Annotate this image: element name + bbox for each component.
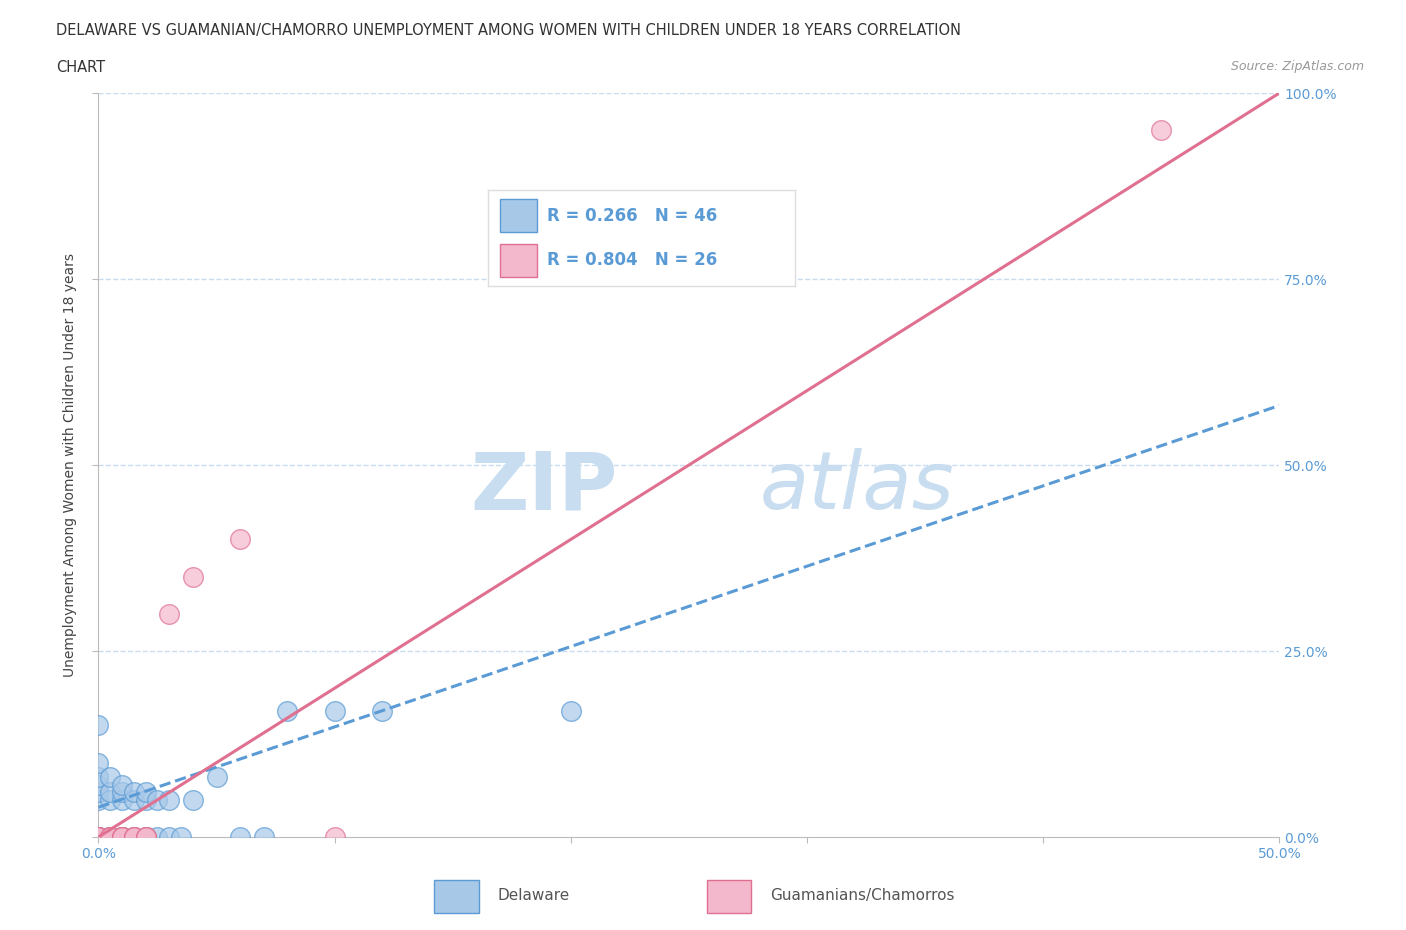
Point — [87, 830, 110, 844]
FancyBboxPatch shape — [434, 880, 479, 913]
Point — [111, 830, 134, 844]
Point — [87, 830, 110, 844]
Point — [87, 830, 110, 844]
Point — [157, 792, 180, 807]
Point — [170, 830, 193, 844]
Point — [98, 830, 121, 844]
Point — [122, 792, 145, 807]
FancyBboxPatch shape — [501, 244, 537, 277]
Point — [181, 792, 204, 807]
Text: Source: ZipAtlas.com: Source: ZipAtlas.com — [1230, 60, 1364, 73]
Point — [111, 830, 134, 844]
Point — [111, 777, 134, 792]
Point — [87, 755, 110, 770]
Text: Guamanians/Chamorros: Guamanians/Chamorros — [770, 887, 955, 903]
Point — [111, 830, 134, 844]
Point — [560, 703, 582, 718]
Text: DELAWARE VS GUAMANIAN/CHAMORRO UNEMPLOYMENT AMONG WOMEN WITH CHILDREN UNDER 18 Y: DELAWARE VS GUAMANIAN/CHAMORRO UNEMPLOYM… — [56, 23, 962, 38]
Point — [122, 785, 145, 800]
Text: atlas: atlas — [759, 448, 955, 526]
Point — [98, 830, 121, 844]
Point — [87, 830, 110, 844]
Point — [111, 792, 134, 807]
Point — [87, 830, 110, 844]
Point — [98, 830, 121, 844]
FancyBboxPatch shape — [501, 199, 537, 232]
Point — [98, 785, 121, 800]
Point — [87, 830, 110, 844]
Point — [135, 830, 157, 844]
Point — [98, 792, 121, 807]
Point — [1150, 123, 1173, 138]
Point — [146, 830, 169, 844]
Point — [87, 830, 110, 844]
Point — [87, 830, 110, 844]
Point — [98, 830, 121, 844]
Point — [87, 830, 110, 844]
Point — [253, 830, 276, 844]
Point — [122, 830, 145, 844]
Point — [87, 830, 110, 844]
Point — [87, 830, 110, 844]
Point — [87, 830, 110, 844]
Point — [122, 830, 145, 844]
Point — [111, 830, 134, 844]
Point — [135, 830, 157, 844]
Point — [135, 785, 157, 800]
Point — [98, 830, 121, 844]
Point — [229, 830, 252, 844]
Text: ZIP: ZIP — [471, 448, 619, 526]
Point — [371, 703, 394, 718]
Point — [205, 770, 228, 785]
FancyBboxPatch shape — [707, 880, 751, 913]
Text: Delaware: Delaware — [498, 887, 569, 903]
Point — [135, 830, 157, 844]
Point — [122, 830, 145, 844]
Point — [87, 830, 110, 844]
Text: R = 0.266   N = 46: R = 0.266 N = 46 — [547, 206, 717, 225]
Point — [87, 718, 110, 733]
Point — [87, 830, 110, 844]
Point — [157, 606, 180, 621]
Text: R = 0.804   N = 26: R = 0.804 N = 26 — [547, 251, 717, 270]
Point — [111, 785, 134, 800]
Point — [87, 830, 110, 844]
Point — [87, 830, 110, 844]
Point — [87, 770, 110, 785]
Point — [135, 792, 157, 807]
Point — [87, 830, 110, 844]
Y-axis label: Unemployment Among Women with Children Under 18 years: Unemployment Among Women with Children U… — [63, 253, 77, 677]
Point — [229, 532, 252, 547]
Point — [122, 830, 145, 844]
Point — [276, 703, 298, 718]
Point — [87, 785, 110, 800]
Point — [98, 830, 121, 844]
Point — [181, 569, 204, 584]
Point — [87, 777, 110, 792]
Point — [135, 830, 157, 844]
Point — [111, 830, 134, 844]
Text: CHART: CHART — [56, 60, 105, 75]
Point — [87, 792, 110, 807]
Point — [111, 830, 134, 844]
Point — [323, 830, 346, 844]
Point — [146, 792, 169, 807]
Point — [98, 770, 121, 785]
Point — [323, 703, 346, 718]
Point — [157, 830, 180, 844]
Point — [87, 830, 110, 844]
